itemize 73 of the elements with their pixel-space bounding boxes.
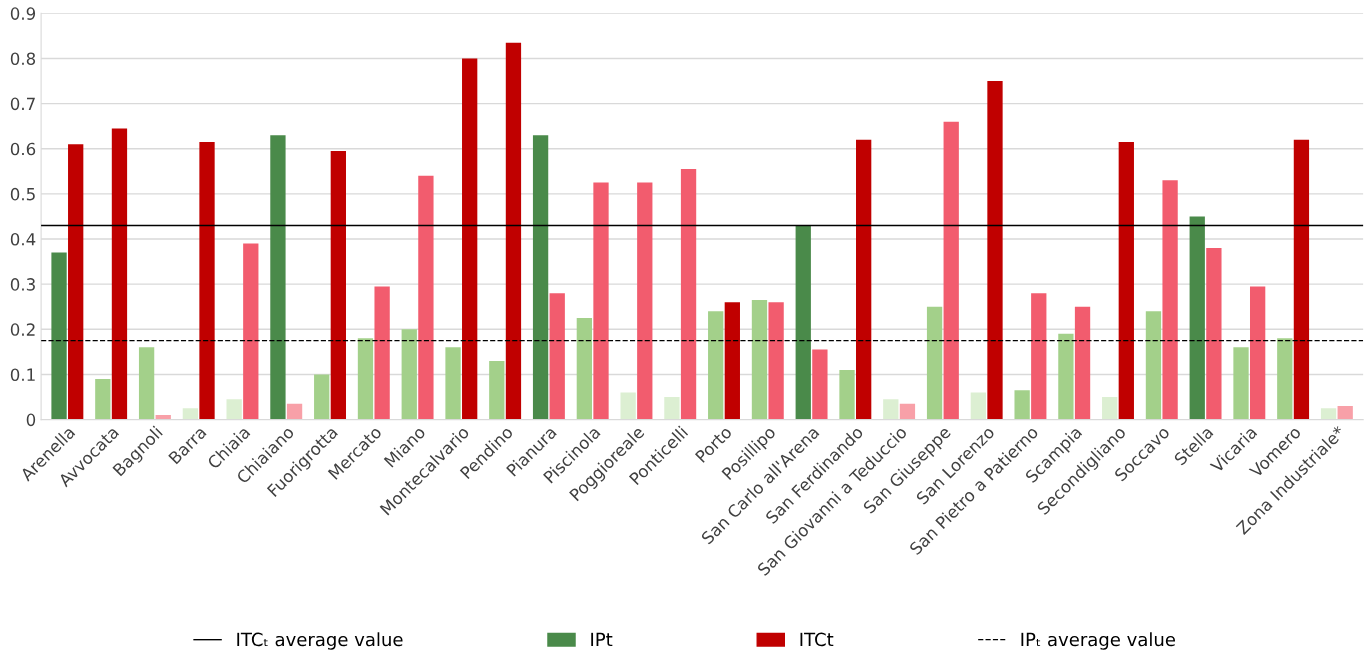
y-tick-label: 0.5: [10, 187, 35, 201]
bar: [111, 128, 128, 420]
legend-label: IPt: [591, 632, 613, 646]
bar: [1145, 311, 1162, 420]
legend-label: ITCt: [800, 632, 834, 647]
bar: [1074, 306, 1091, 420]
bar: [1102, 397, 1118, 420]
bar: [357, 338, 374, 420]
bar: [1058, 333, 1074, 420]
bar: [1320, 408, 1337, 420]
bar: [724, 302, 740, 420]
bar: [680, 169, 697, 420]
y-tick-label: 0.3: [10, 278, 35, 291]
bar: [812, 349, 828, 420]
bar: [1162, 180, 1178, 420]
bar: [1189, 216, 1205, 420]
bar: [226, 399, 242, 420]
bar: [418, 175, 434, 420]
bar: [1337, 406, 1353, 420]
bar: [505, 42, 522, 420]
bar: [1206, 248, 1222, 420]
bar: [532, 135, 549, 420]
y-tick-label: 0.1: [10, 368, 35, 382]
bar: [593, 182, 609, 420]
bar: [445, 347, 461, 420]
legend-label: IPₜ average value: [1021, 632, 1175, 650]
bar: [549, 293, 565, 420]
bar: [637, 182, 653, 420]
bar: [68, 144, 84, 420]
y-tick-label: 0.8: [10, 52, 36, 66]
bar: [1118, 141, 1134, 420]
bar: [462, 58, 478, 420]
bar: [856, 139, 872, 420]
y-tick-label: 0.6: [10, 142, 36, 156]
bar: [1014, 390, 1030, 420]
y-tick-label: 0.4: [10, 232, 36, 246]
y-tick-label: 0: [26, 413, 36, 427]
bar: [1250, 286, 1266, 420]
bar: [243, 243, 259, 420]
bar: [330, 151, 346, 420]
legend-label: ITCₜ average value: [237, 632, 403, 650]
bar: [751, 299, 768, 420]
bar: [839, 369, 855, 420]
bar: [620, 392, 636, 420]
bar: [708, 311, 724, 420]
bar: [795, 225, 811, 420]
bar: [987, 81, 1003, 420]
bar: [138, 347, 155, 420]
bar: [314, 374, 330, 420]
bar: [883, 399, 899, 420]
y-tick-label: 0.9: [10, 7, 36, 20]
bar: [489, 360, 505, 420]
bar: [1031, 293, 1047, 420]
bar: [970, 392, 987, 420]
y-tick-label: 0.7: [10, 97, 35, 111]
bar: [899, 403, 916, 420]
y-tick-label: 0.2: [10, 323, 35, 336]
bar: [270, 135, 286, 420]
bar: [576, 318, 593, 420]
bar: [768, 302, 784, 420]
bar: [401, 329, 417, 420]
bar: [286, 403, 303, 420]
bar: [1233, 347, 1249, 420]
bar: [95, 378, 111, 420]
bar: [51, 252, 67, 420]
bar: [199, 141, 215, 420]
bar: [182, 408, 199, 420]
bar: [374, 286, 390, 420]
bar: [943, 121, 959, 420]
bar: [664, 397, 680, 420]
bar: [1277, 338, 1293, 420]
bar: [1293, 139, 1310, 420]
bar: [926, 306, 943, 420]
